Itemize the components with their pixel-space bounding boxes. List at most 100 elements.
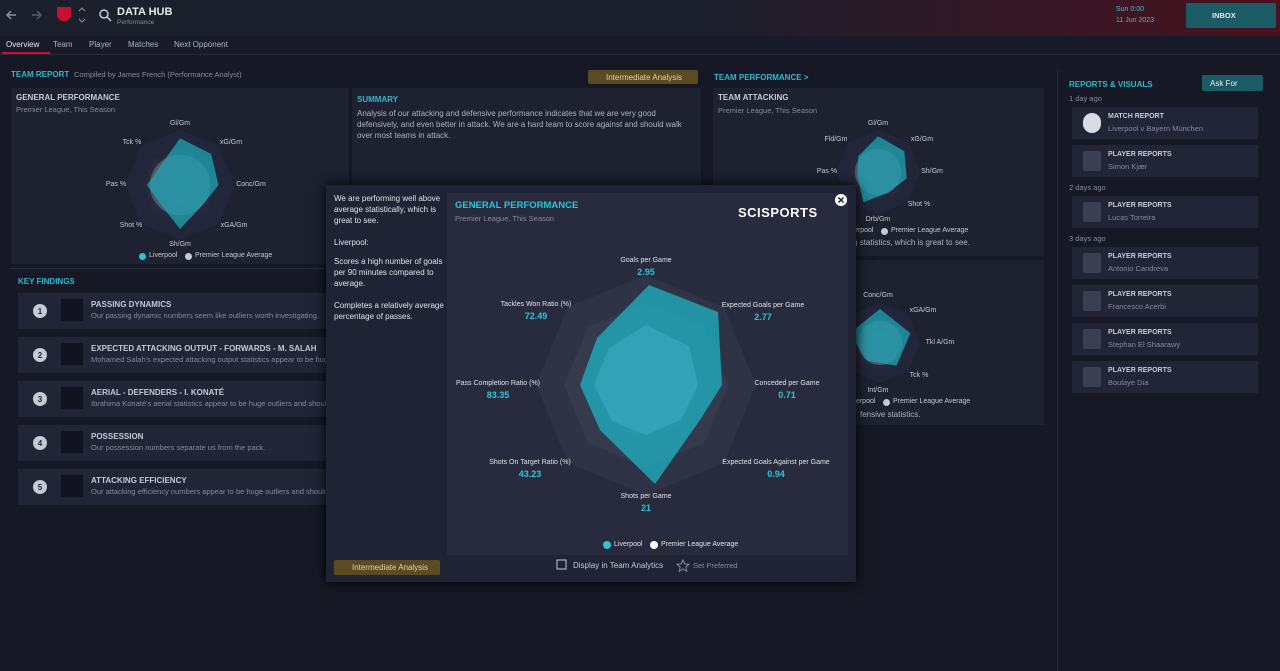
- axis-value: 0.71: [778, 390, 796, 400]
- legend-label: Liverpool: [845, 227, 874, 234]
- report-title: PLAYER REPORTS: [1108, 291, 1172, 298]
- report-row[interactable]: [1072, 247, 1258, 279]
- analysis-badge-label: Intermediate Analysis: [352, 563, 429, 572]
- analysis-badge: [334, 560, 440, 575]
- defending-summary: fensive statistics.: [860, 410, 921, 419]
- report-name: Boulaye Dia: [1108, 378, 1149, 387]
- finding-number: 1: [37, 307, 43, 316]
- legend-dot: [603, 541, 611, 549]
- finding-title: PASSING DYNAMICS: [91, 300, 172, 309]
- axis-label: Tackles Won Ratio (%): [500, 301, 572, 308]
- key-findings-heading: KEY FINDINGS: [18, 277, 75, 286]
- finding-title: EXPECTED ATTACKING OUTPUT - FORWARDS - M…: [91, 344, 317, 353]
- report-time: 1 day ago: [1069, 94, 1102, 103]
- nav-tab[interactable]: Player: [89, 40, 112, 49]
- legend-label: Premier League Average: [661, 541, 739, 548]
- summary-text: Analysis of our attacking and defensive …: [357, 109, 682, 140]
- report-title: PLAYER REPORTS: [1108, 151, 1172, 158]
- report-time: 2 days ago: [1069, 183, 1106, 192]
- analysis-badge: [588, 70, 698, 84]
- finding-number-circle: [33, 348, 47, 362]
- finding-text: Mohamed Salah's expected attacking outpu…: [91, 355, 339, 364]
- set-preferred[interactable]: Set Preferred: [693, 561, 738, 570]
- axis-label: Goals per Game: [620, 257, 672, 264]
- chart-subtitle: Premier League, This Season: [455, 214, 555, 223]
- report-title: PLAYER REPORTS: [1108, 202, 1172, 209]
- team-performance-heading[interactable]: TEAM PERFORMANCE >: [714, 73, 809, 82]
- checkbox[interactable]: [556, 559, 568, 571]
- liverpool-shape: [147, 138, 219, 229]
- display-option[interactable]: Display in Team Analytics: [573, 561, 664, 570]
- axis-value: 83.35: [486, 390, 510, 400]
- report-avatar: [1083, 367, 1101, 387]
- axis-label: Tkl A/Gm: [925, 339, 955, 346]
- compiled-by: Compiled by James French (Performance An…: [74, 70, 242, 79]
- attacking-summary: in attacking statistics, which is great …: [817, 238, 970, 247]
- report-avatar: [1083, 113, 1101, 133]
- note: Liverpool:: [334, 238, 369, 247]
- report-row[interactable]: [1072, 323, 1258, 355]
- axis-label: Drb/Gm: [865, 216, 891, 223]
- team-report-heading: TEAM REPORT: [11, 70, 70, 79]
- ask-for-button[interactable]: [1202, 75, 1263, 91]
- nav-tab[interactable]: Matches: [128, 40, 159, 49]
- axis-label: Fld/Gm: [824, 136, 848, 143]
- nav-tab[interactable]: Team: [53, 40, 73, 49]
- axis-label: Pas %: [105, 181, 127, 188]
- report-row[interactable]: [1072, 107, 1258, 139]
- axis-value: 0.94: [767, 469, 785, 479]
- finding-number: 3: [37, 395, 43, 404]
- brand: SCISPORTS: [738, 205, 818, 220]
- report-name: Liverpool v Bayern München: [1108, 124, 1204, 133]
- axis-value: 21: [640, 503, 651, 513]
- modal-notes: We are performing well above average sta…: [334, 193, 444, 333]
- report-title: MATCH REPORT: [1108, 113, 1164, 120]
- star-icon[interactable]: [675, 558, 691, 573]
- axis-label: Gl/Gm: [169, 120, 191, 127]
- finding-number: 2: [37, 351, 43, 360]
- liverpool-shape: [857, 136, 907, 203]
- axis-value: 2.95: [637, 267, 655, 277]
- report-row[interactable]: [1072, 361, 1258, 393]
- report-row[interactable]: [1072, 285, 1258, 317]
- finding-number: 4: [37, 439, 43, 448]
- finding-icon: [61, 475, 83, 497]
- nav-tab[interactable]: Overview: [6, 40, 40, 49]
- close-button[interactable]: [834, 193, 848, 207]
- finding-title: POSSESSION: [91, 432, 144, 441]
- analysis-badge-label: Intermediate Analysis: [606, 73, 683, 82]
- axis-label: Expected Goals per Game: [721, 302, 805, 309]
- note: Scores a high number of goals per 90 min…: [334, 257, 443, 288]
- finding-icon: [61, 387, 83, 409]
- axis-label: Sh/Gm: [169, 241, 191, 248]
- report-name: Antonio Candreva: [1108, 264, 1169, 273]
- time: Sun 0:00: [1116, 6, 1145, 13]
- panel-title: GENERAL PERFORMANCE: [16, 93, 120, 102]
- liverpool-shape: [849, 309, 911, 366]
- legend-label: Liverpool: [614, 541, 643, 548]
- axis-value: 2.77: [754, 312, 772, 322]
- finding-icon: [61, 299, 83, 321]
- panel-subtitle: Premier League, This Season: [718, 106, 818, 115]
- ask-for-label[interactable]: Ask For: [1210, 79, 1238, 88]
- legend-label: Liverpool: [149, 252, 178, 259]
- legend-dot: [883, 399, 890, 406]
- axis-label: Pass Completion Ratio (%): [455, 380, 541, 387]
- axis-label: Conc/Gm: [863, 292, 893, 299]
- axis-label: Shots per Game: [620, 493, 672, 500]
- legend-label: Premier League Average: [195, 252, 273, 259]
- report-title: PLAYER REPORTS: [1108, 329, 1172, 336]
- report-row[interactable]: [1072, 145, 1258, 177]
- report-avatar: [1083, 291, 1101, 311]
- finding-title: AERIAL - DEFENDERS - I. KONATÉ: [91, 388, 225, 397]
- inbox-label[interactable]: INBOX: [1212, 11, 1236, 20]
- finding-text: Our passing dynamic numbers seem like ou…: [91, 311, 320, 320]
- finding-number: 5: [37, 483, 43, 492]
- axis-label: Expected Goals Against per Game: [722, 459, 830, 466]
- nav-tab[interactable]: Next Opponent: [174, 40, 228, 49]
- axis-label: Shot %: [119, 222, 143, 229]
- report-title: PLAYER REPORTS: [1108, 367, 1172, 374]
- divider: [1057, 70, 1058, 671]
- report-row[interactable]: [1072, 196, 1258, 228]
- inbox-button[interactable]: [1186, 3, 1276, 28]
